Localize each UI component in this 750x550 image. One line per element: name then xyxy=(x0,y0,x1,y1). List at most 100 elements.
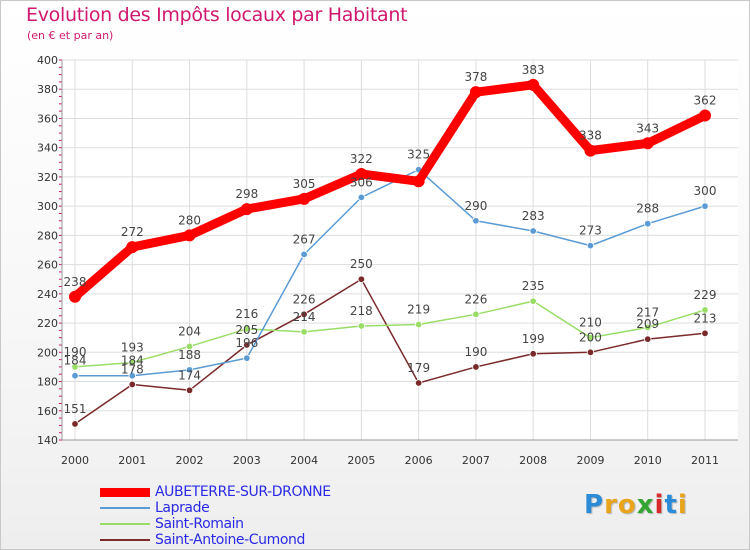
data-point xyxy=(128,358,136,367)
data-label: 210 xyxy=(579,316,602,330)
data-label: 322 xyxy=(350,152,373,166)
data-point xyxy=(469,86,482,99)
data-label: 216 xyxy=(235,307,258,321)
data-label: 362 xyxy=(694,94,717,108)
proxiti-logo: Proxiti xyxy=(584,490,688,520)
data-label: 179 xyxy=(407,361,430,375)
data-label: 325 xyxy=(407,148,430,162)
data-point xyxy=(586,333,595,342)
data-label: 280 xyxy=(178,213,201,227)
data-label: 343 xyxy=(636,121,659,135)
legend-swatch xyxy=(100,487,150,497)
data-label: 338 xyxy=(579,129,602,143)
data-label: 174 xyxy=(178,368,201,382)
data-label: 190 xyxy=(464,345,487,359)
data-point xyxy=(243,325,251,333)
data-label: 178 xyxy=(121,362,144,376)
y-tick-label: 280 xyxy=(37,229,58,242)
data-point xyxy=(472,310,480,319)
data-point xyxy=(527,78,540,91)
logo-letter: P xyxy=(584,490,605,520)
data-label: 288 xyxy=(636,202,659,216)
data-point xyxy=(69,290,81,303)
logo-letter: i xyxy=(677,490,688,520)
data-label: 273 xyxy=(579,224,602,238)
y-tick-label: 160 xyxy=(37,405,58,418)
data-point xyxy=(701,202,709,210)
data-point xyxy=(641,137,654,150)
data-label: 226 xyxy=(293,292,316,306)
legend-label: Saint-Romain xyxy=(155,516,244,532)
legend-swatch xyxy=(100,507,150,509)
data-label: 383 xyxy=(522,63,545,77)
data-point xyxy=(472,217,480,225)
logo-letter: i xyxy=(654,490,665,520)
data-point xyxy=(128,380,136,389)
data-label: 193 xyxy=(121,341,144,355)
y-tick-label: 380 xyxy=(37,83,58,96)
data-point xyxy=(701,306,709,314)
data-point xyxy=(414,379,423,387)
data-point xyxy=(357,275,366,283)
data-point xyxy=(71,371,79,380)
logo-letter: r xyxy=(604,490,618,520)
x-tick-label: 2006 xyxy=(405,454,433,467)
data-point xyxy=(529,350,537,358)
data-point xyxy=(185,342,194,351)
data-point xyxy=(128,371,136,380)
data-label: 188 xyxy=(178,348,201,362)
chart-title: Evolution des Impôts locaux par Habitant xyxy=(26,4,408,26)
chart-subtitle: (en € et par an) xyxy=(27,29,114,42)
y-tick-label: 340 xyxy=(37,142,58,155)
data-label: 218 xyxy=(350,304,373,318)
data-label: 199 xyxy=(522,332,545,346)
y-tick-label: 220 xyxy=(37,317,58,330)
data-label: 214 xyxy=(293,310,316,324)
legend-swatch xyxy=(100,539,150,541)
data-label: 250 xyxy=(350,257,373,271)
legend-label: Laprade xyxy=(155,500,210,516)
x-tick-label: 2002 xyxy=(176,454,204,467)
data-label: 209 xyxy=(636,317,659,331)
series-line-0 xyxy=(70,80,710,302)
data-point xyxy=(243,354,251,362)
data-label: 184 xyxy=(64,354,87,368)
series-line-1 xyxy=(74,168,706,377)
data-point xyxy=(414,320,423,329)
data-point xyxy=(240,203,253,216)
data-point xyxy=(586,241,595,250)
x-tick-label: 2011 xyxy=(691,454,719,467)
logo-letter: t xyxy=(664,490,678,520)
data-point xyxy=(529,227,537,235)
y-tick-label: 240 xyxy=(37,288,58,301)
legend-label: AUBETERRE-SUR-DRONNE xyxy=(155,484,331,500)
data-label: 205 xyxy=(235,323,258,337)
data-label: 283 xyxy=(522,209,545,223)
data-label: 235 xyxy=(522,279,545,293)
data-point xyxy=(243,341,251,349)
data-label: 200 xyxy=(579,330,602,344)
x-tick-label: 2007 xyxy=(462,454,490,467)
data-point xyxy=(298,192,311,205)
x-tick-label: 2008 xyxy=(519,454,547,467)
y-tick-label: 360 xyxy=(37,112,58,125)
series-line-2 xyxy=(74,300,706,368)
x-tick-label: 2004 xyxy=(290,454,318,467)
data-point xyxy=(412,175,425,188)
data-label: 306 xyxy=(350,175,373,189)
data-point xyxy=(300,250,308,259)
y-tick-label: 200 xyxy=(37,346,58,359)
data-point xyxy=(300,328,308,336)
data-point xyxy=(644,219,652,228)
data-label: 238 xyxy=(64,275,87,289)
data-point xyxy=(300,310,308,319)
legend-label: Saint-Antoine-Cumond xyxy=(155,532,306,548)
data-label: 298 xyxy=(235,187,258,201)
data-label: 219 xyxy=(407,303,430,317)
data-label: 226 xyxy=(464,292,487,306)
data-point xyxy=(71,420,79,428)
data-point xyxy=(355,168,368,180)
logo-letter: o xyxy=(617,490,637,520)
data-label: 300 xyxy=(694,184,717,198)
